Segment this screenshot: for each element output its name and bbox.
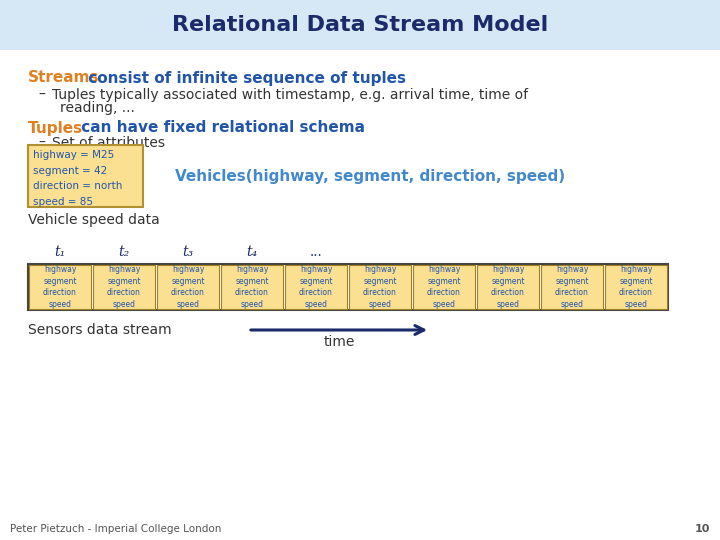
- Bar: [541, 265, 603, 309]
- Bar: [221, 265, 283, 309]
- Bar: [349, 265, 411, 309]
- Text: time: time: [323, 335, 355, 349]
- Text: reading, ...: reading, ...: [60, 101, 135, 115]
- Text: Vehicles(highway, segment, direction, speed): Vehicles(highway, segment, direction, sp…: [175, 170, 565, 185]
- Text: highway
segment
direction
speed: highway segment direction speed: [555, 265, 589, 309]
- Text: Relational Data Stream Model: Relational Data Stream Model: [172, 15, 548, 35]
- Bar: [0, 0, 720, 50]
- Bar: [477, 265, 539, 309]
- Text: ...: ...: [310, 245, 323, 259]
- Text: Streams: Streams: [28, 71, 99, 85]
- Text: highway
segment
direction
speed: highway segment direction speed: [107, 265, 141, 309]
- Text: –: –: [38, 136, 45, 150]
- Text: t₄: t₄: [246, 245, 258, 259]
- Text: highway
segment
direction
speed: highway segment direction speed: [491, 265, 525, 309]
- Text: Tuples typically associated with timestamp, e.g. arrival time, time of: Tuples typically associated with timesta…: [52, 88, 528, 102]
- Text: Tuples: Tuples: [28, 120, 83, 136]
- Text: Vehicle speed data: Vehicle speed data: [28, 213, 160, 227]
- Text: highway
segment
direction
speed: highway segment direction speed: [363, 265, 397, 309]
- Text: –: –: [38, 88, 45, 102]
- Bar: [29, 265, 91, 309]
- Text: Set of attributes: Set of attributes: [52, 136, 165, 150]
- Text: highway = M25
segment = 42
direction = north
speed = 85: highway = M25 segment = 42 direction = n…: [33, 150, 122, 207]
- Text: highway
segment
direction
speed: highway segment direction speed: [43, 265, 77, 309]
- Text: Peter Pietzuch - Imperial College London: Peter Pietzuch - Imperial College London: [10, 524, 221, 534]
- Text: can have fixed relational schema: can have fixed relational schema: [76, 120, 365, 136]
- Bar: [28, 264, 668, 310]
- Text: highway
segment
direction
speed: highway segment direction speed: [235, 265, 269, 309]
- Bar: [285, 265, 347, 309]
- Bar: [28, 145, 143, 207]
- Text: Sensors data stream: Sensors data stream: [28, 323, 171, 337]
- Text: highway
segment
direction
speed: highway segment direction speed: [299, 265, 333, 309]
- Text: highway
segment
direction
speed: highway segment direction speed: [427, 265, 461, 309]
- FancyArrowPatch shape: [251, 326, 424, 334]
- Text: highway
segment
direction
speed: highway segment direction speed: [619, 265, 653, 309]
- Bar: [605, 265, 667, 309]
- Text: t₃: t₃: [182, 245, 194, 259]
- Bar: [413, 265, 475, 309]
- Bar: [93, 265, 155, 309]
- Text: consist of infinite sequence of tuples: consist of infinite sequence of tuples: [83, 71, 406, 85]
- Text: t₁: t₁: [55, 245, 66, 259]
- Text: t₂: t₂: [118, 245, 130, 259]
- Bar: [157, 265, 219, 309]
- Text: 10: 10: [695, 524, 710, 534]
- Text: highway
segment
direction
speed: highway segment direction speed: [171, 265, 205, 309]
